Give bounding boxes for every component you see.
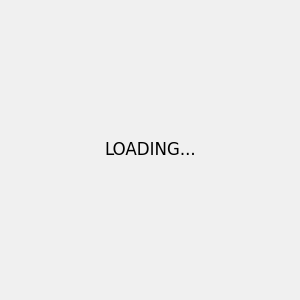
- Text: LOADING...: LOADING...: [104, 141, 196, 159]
